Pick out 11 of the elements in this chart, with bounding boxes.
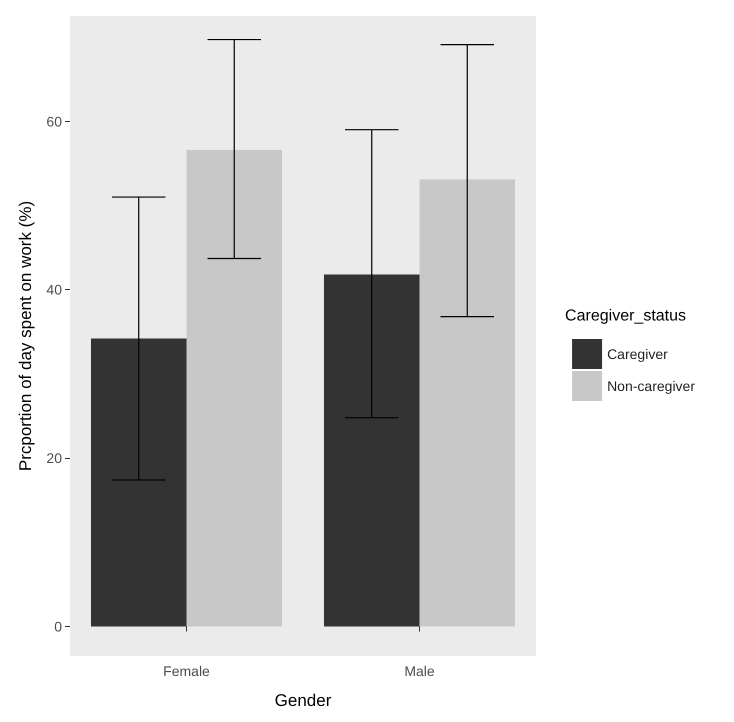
y-tick-label: 0: [54, 618, 62, 635]
y-tick-label: 60: [46, 113, 62, 130]
legend-label: Non-caregiver: [607, 378, 696, 394]
legend-label: Caregiver: [607, 346, 668, 362]
x-tick-label: Female: [163, 663, 210, 679]
y-tick-label: 40: [46, 282, 62, 298]
y-tick-label: 20: [46, 450, 62, 466]
x-axis-title: Gender: [274, 691, 332, 710]
legend-title: Caregiver_status: [565, 308, 686, 324]
x-tick-label: Male: [404, 663, 435, 679]
y-axis-title: Prcportion of day spent on work (%): [16, 200, 35, 472]
